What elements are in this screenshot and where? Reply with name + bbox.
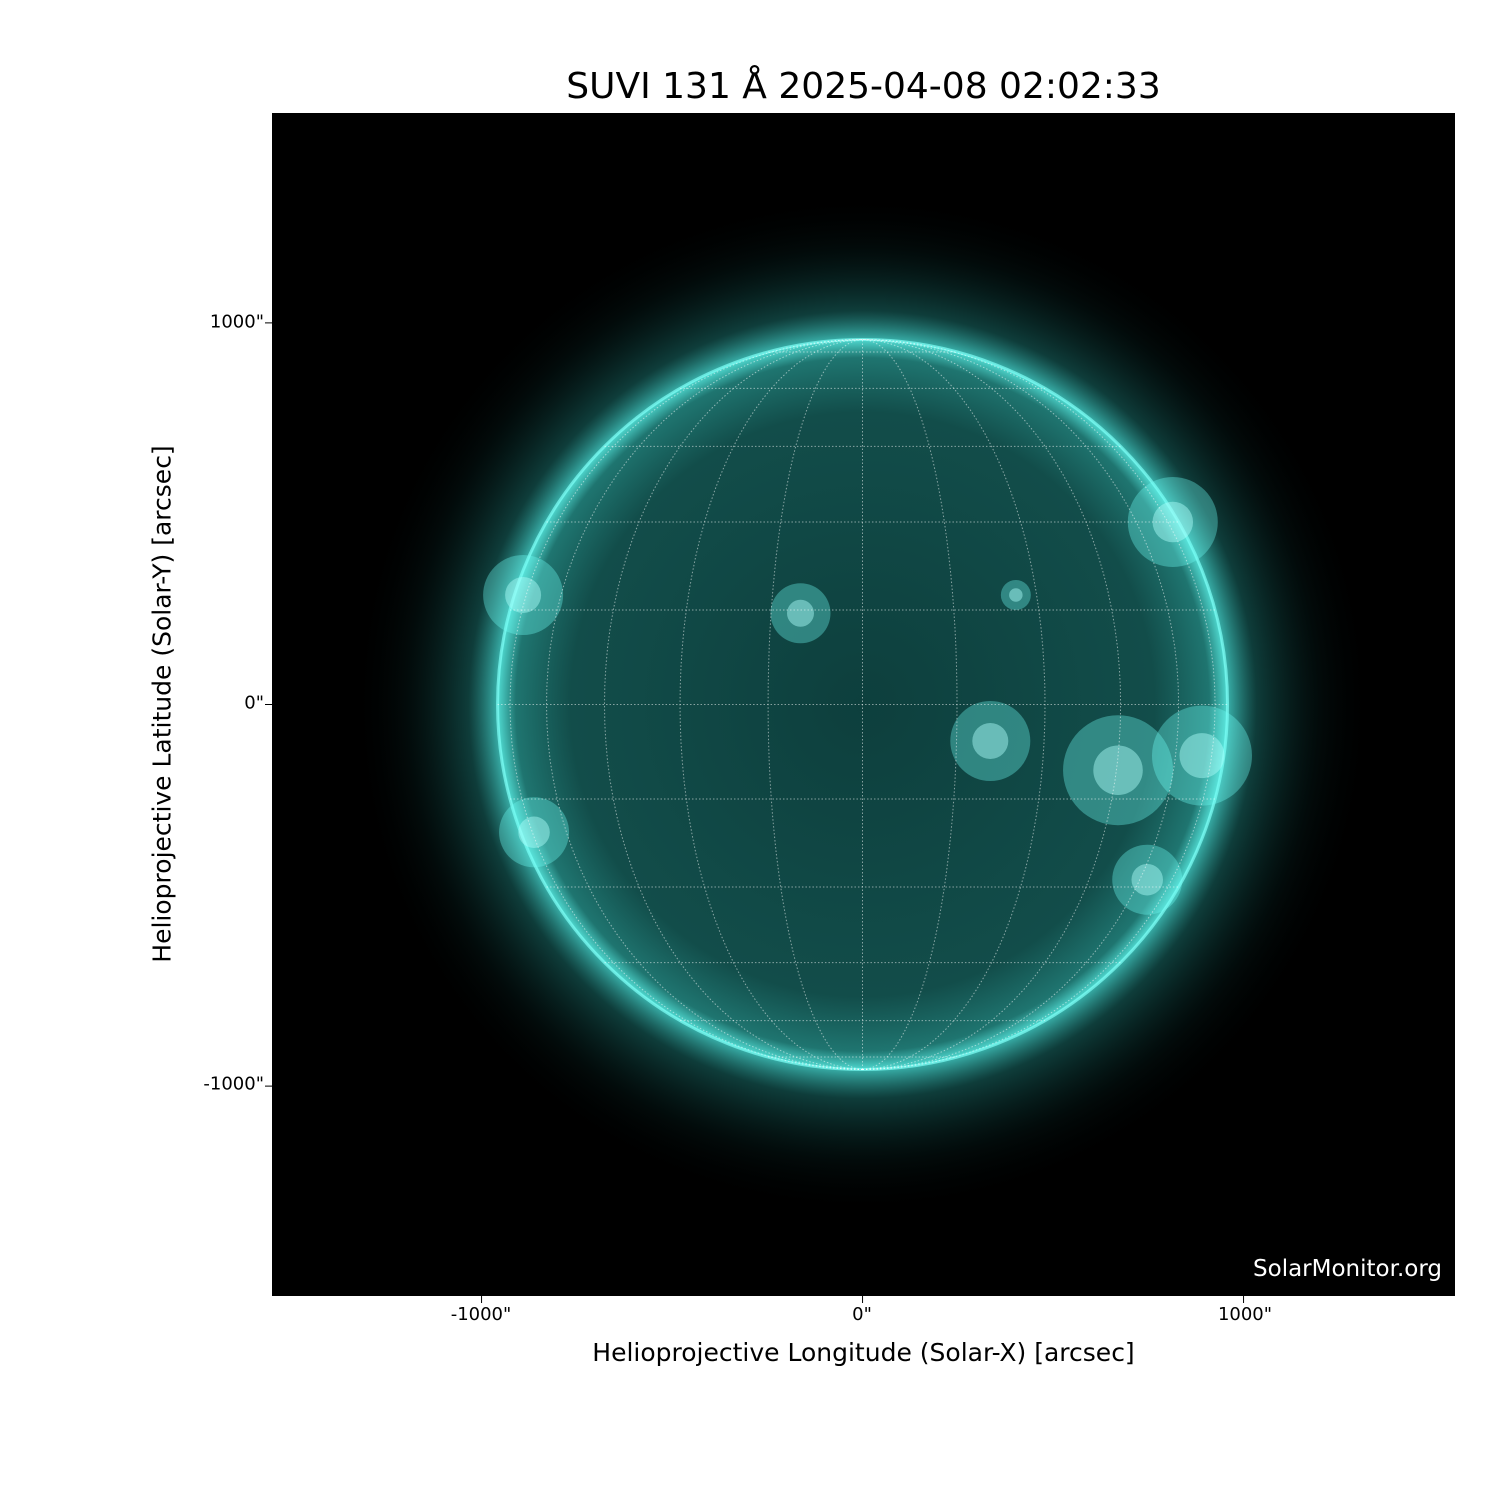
- x-tick-label: 1000": [1217, 1304, 1273, 1325]
- y-axis-label: Helioprojective Latitude (Solar-Y) [arcs…: [147, 445, 177, 963]
- x-tick-label: -1000": [450, 1304, 512, 1325]
- x-tick-label: 0": [852, 1304, 872, 1325]
- longitude-gridline: [545, 339, 863, 1070]
- active-region-core: [505, 577, 542, 614]
- active-region: [1112, 844, 1183, 915]
- active-region-core: [972, 722, 1009, 759]
- solar-image-axes: [272, 113, 1455, 1296]
- active-region-core: [786, 599, 814, 627]
- active-region-core: [1179, 733, 1225, 779]
- active-region: [499, 797, 570, 868]
- active-region: [770, 583, 831, 644]
- active-region: [950, 700, 1031, 781]
- active-region-core: [1131, 863, 1163, 896]
- active-region-core: [518, 816, 550, 848]
- y-tick-label: -1000": [203, 1073, 264, 1095]
- active-region: [1127, 477, 1218, 568]
- active-region-core: [1009, 588, 1023, 602]
- y-tick-label: 0": [244, 692, 264, 714]
- x-axis-label: Helioprojective Longitude (Solar-X) [arc…: [592, 1338, 1135, 1367]
- watermark: SolarMonitor.org: [1253, 1256, 1442, 1282]
- solar-image: [351, 193, 1374, 1216]
- active-region: [1063, 715, 1174, 826]
- active-region: [1151, 705, 1252, 806]
- longitude-gridline: [509, 339, 863, 1070]
- plot-title: SUVI 131 Å 2025-04-08 02:02:33: [566, 66, 1161, 107]
- active-region: [1000, 580, 1031, 611]
- active-region-core: [1152, 501, 1194, 543]
- active-region-core: [1093, 745, 1143, 795]
- y-tick-label: 1000": [209, 311, 264, 333]
- active-region: [483, 555, 564, 636]
